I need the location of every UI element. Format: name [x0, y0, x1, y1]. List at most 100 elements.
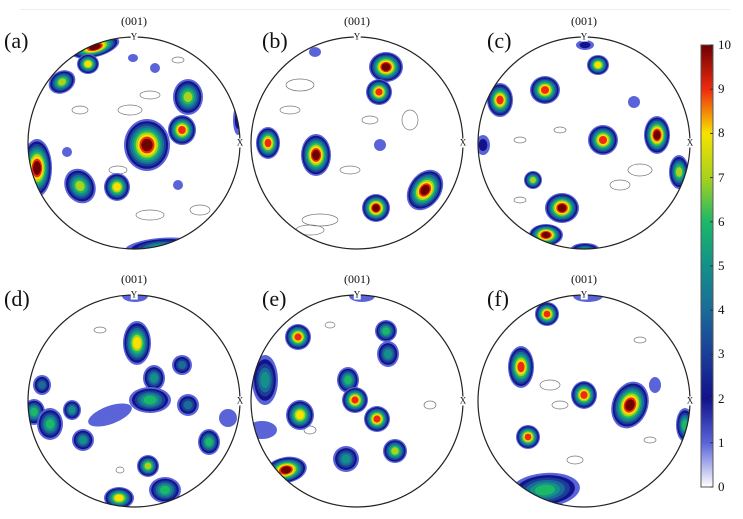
intensity-peak — [644, 116, 670, 154]
contour-line — [189, 204, 211, 216]
intensity-peak — [576, 40, 594, 50]
intensity-peak — [333, 446, 359, 472]
panel-label: (f) — [487, 286, 509, 311]
intensity-peak — [33, 375, 51, 395]
pole-figure-c — [478, 40, 689, 249]
panel-title: (001) — [571, 272, 597, 286]
intensity-peak — [198, 429, 220, 455]
x-axis-label: X — [686, 395, 694, 406]
contour-line — [539, 379, 561, 391]
contour-line — [171, 56, 185, 64]
intensity-peak — [530, 76, 560, 104]
x-axis-label: X — [459, 395, 467, 406]
contour-line — [609, 179, 631, 191]
panel-title: (001) — [344, 272, 370, 286]
y-axis-label: Y — [353, 289, 361, 300]
intensity-peak — [524, 171, 542, 189]
colorbar-tick-label: 8 — [718, 125, 725, 141]
pole-figure-d — [28, 295, 237, 507]
y-axis-label: Y — [353, 31, 361, 42]
contour-line — [115, 466, 125, 474]
intensity-peak — [516, 425, 540, 449]
x-axis-label: X — [236, 395, 244, 406]
colorbar-tick-label: 5 — [718, 258, 725, 273]
pole-figure-e — [251, 295, 437, 484]
contour-line — [301, 213, 339, 227]
intensity-peak — [406, 169, 444, 211]
pole-figure-f — [508, 295, 690, 507]
panel-label: (c) — [487, 28, 512, 53]
intensity-peak — [366, 79, 392, 105]
panel-title: (001) — [121, 14, 147, 28]
intensity-peak — [309, 47, 321, 57]
panel-label: (b) — [262, 28, 288, 53]
intensity-peak — [104, 487, 134, 507]
intensity-peak — [252, 355, 278, 405]
y-axis-label: Y — [130, 289, 138, 300]
contour-line — [401, 109, 419, 131]
contour-line — [627, 163, 653, 177]
contour-line — [553, 126, 567, 134]
x-axis-label: X — [686, 137, 694, 148]
colorbar-tick-label: 7 — [718, 169, 725, 185]
panel-title: (001) — [344, 14, 370, 28]
intensity-peak — [173, 180, 183, 190]
intensity-peak — [628, 96, 640, 108]
panel-label: (d) — [4, 286, 30, 311]
intensity-peak — [508, 346, 534, 388]
colorbar-tick-label: 9 — [718, 81, 725, 97]
contour-line — [551, 400, 569, 410]
contour-line — [566, 455, 584, 465]
intensity-peak — [375, 320, 397, 342]
colorbar-tick-label: 1 — [718, 434, 725, 450]
colorbar-tick-label: 10 — [718, 37, 731, 52]
intensity-peak — [478, 135, 490, 155]
intensity-peak — [545, 193, 579, 223]
pole-figure-a — [28, 37, 240, 249]
intensity-peak — [383, 439, 407, 463]
panel-label: (a) — [4, 28, 29, 53]
intensity-peak — [168, 115, 196, 145]
contour-line — [117, 104, 143, 116]
intensity-peak — [337, 367, 359, 393]
intensity-peak — [123, 321, 151, 365]
intensity-peak — [63, 400, 81, 420]
contour-line — [513, 136, 527, 144]
intensity-peak — [124, 119, 170, 171]
intensity-peak — [150, 63, 160, 73]
intensity-peak — [28, 139, 52, 197]
colorbar-tick-label: 3 — [718, 346, 725, 362]
intensity-peak — [219, 409, 237, 427]
intensity-peak — [571, 381, 597, 409]
intensity-peak — [251, 421, 277, 439]
x-axis-label: X — [459, 137, 467, 148]
intensity-peak — [377, 341, 399, 367]
intensity-peak — [129, 387, 171, 413]
intensity-peak — [137, 455, 159, 477]
contour-line — [93, 326, 107, 334]
intensity-peak — [286, 400, 314, 430]
y-axis-label: Y — [130, 31, 138, 42]
intensity-peak — [77, 54, 99, 74]
contour-line — [324, 321, 336, 329]
intensity-peak — [177, 394, 199, 416]
intensity-peak — [573, 295, 603, 302]
intensity-peak — [104, 173, 130, 201]
contour-line — [71, 105, 89, 115]
pole-figure-b — [256, 47, 444, 236]
contour-line — [361, 115, 379, 125]
contour-line — [643, 436, 657, 444]
intensity-peak — [301, 134, 331, 176]
panel-title: (001) — [121, 272, 147, 286]
contour-line — [295, 224, 325, 236]
contour-line — [423, 400, 437, 410]
intensity-peak — [364, 406, 390, 432]
intensity-peak — [173, 79, 203, 115]
stereographic-circle — [250, 36, 464, 250]
intensity-peak — [62, 147, 72, 157]
contour-line — [339, 165, 361, 175]
colorbar-tick-label: 4 — [718, 302, 725, 318]
contour-line — [285, 78, 315, 92]
intensity-peak — [285, 324, 311, 350]
intensity-peak — [369, 52, 403, 82]
